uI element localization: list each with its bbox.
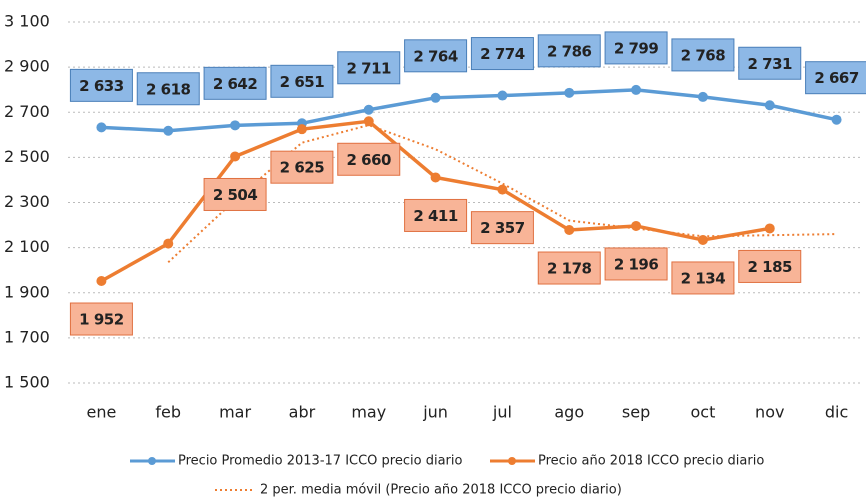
point xyxy=(430,172,441,183)
point xyxy=(96,276,107,287)
data-label: 2 731 xyxy=(748,55,793,73)
y-tick-label: 2 700 xyxy=(4,102,50,121)
point xyxy=(430,92,441,103)
data-label: 2 651 xyxy=(280,73,325,91)
point xyxy=(697,91,708,102)
data-label: 2 618 xyxy=(146,80,191,98)
x-tick-label: abr xyxy=(289,403,316,422)
x-tick-label: ago xyxy=(554,403,584,422)
point xyxy=(764,223,775,234)
data-label: 2 660 xyxy=(347,151,392,169)
label-box xyxy=(738,46,802,80)
label-box xyxy=(203,66,267,100)
label-box xyxy=(537,251,601,285)
data-label: 2 633 xyxy=(79,77,124,95)
label-box xyxy=(604,247,668,281)
x-tick-label: feb xyxy=(155,403,181,422)
data-label: 2 642 xyxy=(213,75,258,93)
label-box xyxy=(69,302,133,336)
label-box xyxy=(604,31,668,65)
y-tick-label: 2 100 xyxy=(4,237,50,256)
data-label: 2 178 xyxy=(547,260,592,278)
legend-label: Precio Promedio 2013-17 ICCO precio diar… xyxy=(178,454,462,469)
y-tick-label: 1 500 xyxy=(4,373,50,392)
point xyxy=(163,238,174,249)
y-tick-label: 1 900 xyxy=(4,282,50,301)
x-tick-label: nov xyxy=(755,403,784,422)
label-box xyxy=(470,211,534,245)
label-box xyxy=(404,198,468,232)
label-box xyxy=(69,68,133,102)
point xyxy=(230,120,241,131)
point xyxy=(631,84,642,95)
legend-marker xyxy=(508,457,516,465)
y-tick-label: 2 300 xyxy=(4,192,50,211)
data-label: 2 196 xyxy=(614,255,659,273)
point xyxy=(363,116,374,127)
data-label: 2 411 xyxy=(413,207,458,225)
point xyxy=(631,220,642,231)
data-label: 2 768 xyxy=(681,46,726,64)
legend: Precio Promedio 2013-17 ICCO precio diar… xyxy=(130,454,764,498)
point xyxy=(697,234,708,245)
point xyxy=(163,125,174,136)
label-box xyxy=(470,37,534,71)
data-label: 2 357 xyxy=(480,219,525,237)
x-tick-label: may xyxy=(351,403,386,422)
label-box xyxy=(738,249,802,283)
x-tick-label: sep xyxy=(622,403,650,422)
y-tick-label: 1 700 xyxy=(4,327,50,346)
x-tick-label: oct xyxy=(690,403,715,422)
y-tick-label: 3 100 xyxy=(4,12,50,31)
data-label: 2 667 xyxy=(814,69,859,87)
point xyxy=(497,184,508,195)
y-tick-label: 2 900 xyxy=(4,57,50,76)
legend-marker xyxy=(148,457,156,465)
data-label: 1 952 xyxy=(79,311,124,329)
data-label: 2 764 xyxy=(413,47,458,65)
x-tick-label: dic xyxy=(825,403,848,422)
legend-label: Precio año 2018 ICCO precio diario xyxy=(538,454,764,469)
point xyxy=(363,104,374,115)
y-tick-label: 2 500 xyxy=(4,147,50,166)
x-tick-label: ene xyxy=(87,403,117,422)
label-box xyxy=(270,150,334,184)
x-tick-label: mar xyxy=(219,403,251,422)
point xyxy=(296,124,307,135)
data-label: 2 711 xyxy=(347,59,392,77)
data-label: 2 799 xyxy=(614,39,659,57)
data-label: 2 185 xyxy=(748,258,793,276)
label-box xyxy=(671,261,735,295)
label-box xyxy=(337,51,401,85)
x-tick-label: jun xyxy=(422,403,448,422)
point xyxy=(831,114,842,125)
point xyxy=(564,87,575,98)
data-label: 2 786 xyxy=(547,42,592,60)
label-box xyxy=(404,39,468,73)
point xyxy=(497,90,508,101)
point xyxy=(564,225,575,236)
point xyxy=(764,100,775,111)
label-box xyxy=(805,61,866,95)
label-box xyxy=(203,177,267,211)
data-label: 2 625 xyxy=(280,159,325,177)
point xyxy=(230,151,241,162)
label-box xyxy=(270,64,334,98)
label-box xyxy=(537,34,601,68)
x-tick-label: jul xyxy=(492,403,512,422)
label-box xyxy=(337,142,401,176)
label-box xyxy=(136,72,200,106)
data-label: 2 504 xyxy=(213,186,258,204)
series-line xyxy=(101,88,837,133)
data-label: 2 774 xyxy=(480,45,525,63)
legend-label: 2 per. media móvil (Precio año 2018 ICCO… xyxy=(260,483,622,498)
point xyxy=(96,122,107,133)
label-box xyxy=(671,38,735,72)
data-label: 2 134 xyxy=(681,269,726,287)
